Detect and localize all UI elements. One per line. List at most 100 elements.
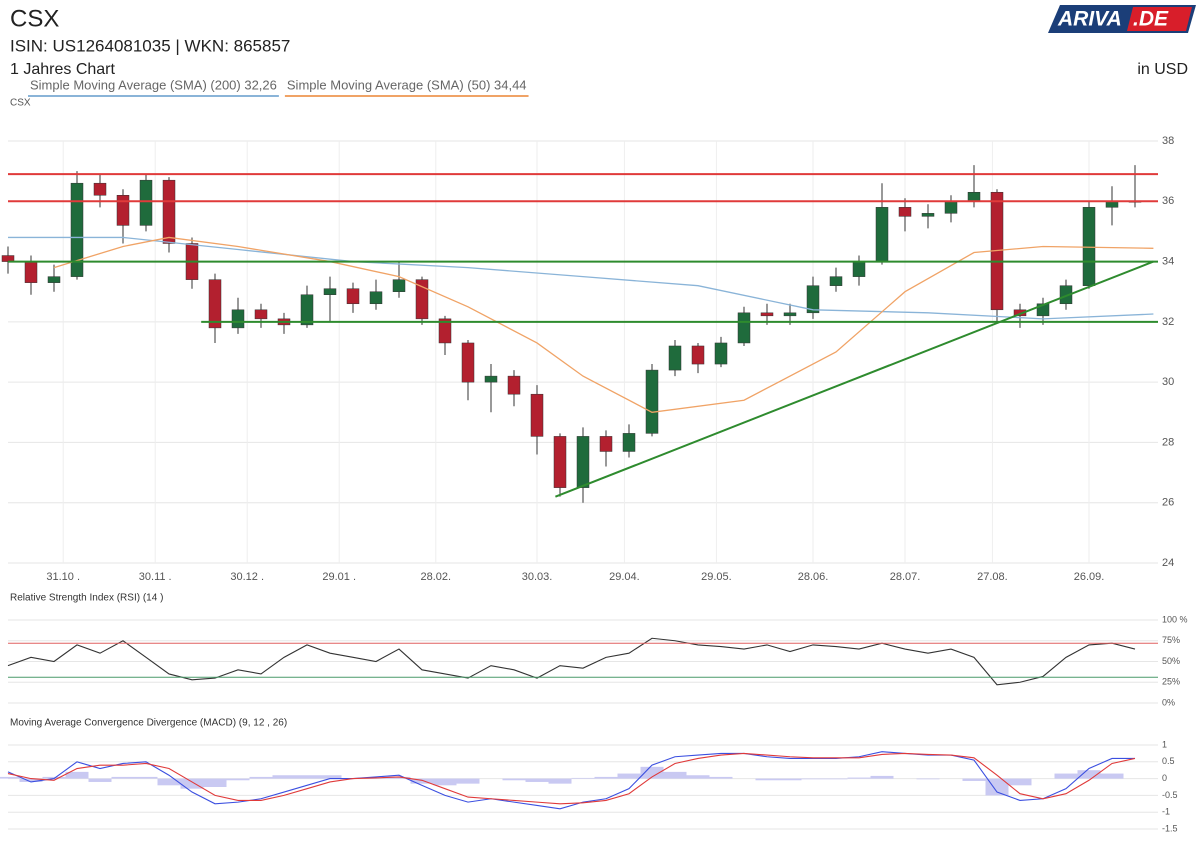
histogram-bar xyxy=(272,775,296,779)
histogram-bar xyxy=(387,776,411,779)
series-line xyxy=(7,752,1136,805)
histogram-bar xyxy=(916,778,940,780)
y-tick-label: 26 xyxy=(1162,497,1174,509)
histogram-bar xyxy=(157,778,181,786)
logo[interactable]: ARIVA .DE xyxy=(1048,5,1196,33)
candle-body xyxy=(668,345,682,371)
histogram-bar xyxy=(249,776,273,779)
histogram-bar xyxy=(594,776,618,779)
candle-body xyxy=(1082,207,1096,286)
candle-body xyxy=(944,201,958,214)
y-tick-label: 32 xyxy=(1162,316,1174,328)
candle-body xyxy=(484,375,498,383)
y-tick-label: 75% xyxy=(1162,635,1180,645)
histogram-bar xyxy=(19,778,43,782)
candle-body xyxy=(208,279,222,329)
chart-label: CSX xyxy=(10,98,31,109)
y-tick-label: -1 xyxy=(1162,807,1170,817)
histogram-bar xyxy=(640,766,664,779)
histogram-bar xyxy=(824,778,848,780)
candle-body xyxy=(438,318,452,344)
histogram-bar xyxy=(88,778,112,782)
histogram-bar xyxy=(962,778,986,781)
histogram-bar xyxy=(203,778,227,787)
x-tick-label: 28.06. xyxy=(798,571,829,583)
histogram-bar xyxy=(709,776,733,779)
candle-body xyxy=(162,179,176,244)
histogram-bar xyxy=(65,771,89,779)
x-tick-label: 30.11 . xyxy=(139,571,172,583)
y-tick-label: 24 xyxy=(1162,557,1174,569)
histogram-bar xyxy=(525,778,549,782)
legend-label: Simple Moving Average (SMA) (50) 34,44 xyxy=(287,77,527,92)
histogram-bar xyxy=(134,776,158,779)
candle-body xyxy=(806,285,820,314)
candle-body xyxy=(576,436,590,488)
histogram-bar xyxy=(548,778,572,784)
x-tick-label: 28.07. xyxy=(890,571,921,583)
period: 1 Jahres Chart xyxy=(10,61,115,78)
histogram-bar xyxy=(755,778,779,781)
candle-body xyxy=(967,191,981,202)
x-tick-label: 29.01 . xyxy=(322,571,356,583)
candle-body xyxy=(622,433,636,452)
histogram-bar xyxy=(571,777,595,779)
trend-line xyxy=(555,260,1154,498)
histogram-bar xyxy=(0,776,20,779)
candle-body xyxy=(70,182,84,277)
histogram-bar xyxy=(663,771,687,779)
y-tick-label: -1.5 xyxy=(1162,823,1178,833)
x-tick-label: 31.10 . xyxy=(46,571,80,583)
candle-body xyxy=(369,291,383,305)
candle-body xyxy=(254,309,268,320)
histogram-bar xyxy=(870,775,894,779)
candle-body xyxy=(93,182,107,196)
candle-body xyxy=(645,369,659,434)
candle-body xyxy=(921,213,935,217)
x-tick-label: 29.04. xyxy=(609,571,640,583)
title: CSX xyxy=(10,5,59,32)
x-tick-label: 28.02. xyxy=(421,571,452,583)
candle-body xyxy=(599,436,613,452)
candle-body xyxy=(300,294,314,326)
y-tick-label: 34 xyxy=(1162,255,1174,267)
legend-label: Simple Moving Average (SMA) (200) 32,26 xyxy=(30,77,277,92)
candle-body xyxy=(139,179,153,226)
candle-body xyxy=(691,345,705,365)
histogram-bar xyxy=(617,773,641,779)
panel-title: Moving Average Convergence Divergence (M… xyxy=(10,718,287,729)
candle-body xyxy=(1013,309,1027,317)
histogram-bar xyxy=(226,778,250,781)
panel-title: Relative Strength Index (RSI) (14 ) xyxy=(10,593,163,604)
candle-body xyxy=(323,288,337,295)
candle-body xyxy=(530,393,544,437)
y-tick-label: 100 % xyxy=(1162,614,1188,624)
histogram-bar xyxy=(847,777,871,779)
x-tick-label: 26.09. xyxy=(1074,571,1105,583)
currency: in USD xyxy=(1137,61,1188,78)
candle-body xyxy=(392,279,406,292)
y-tick-label: 0.5 xyxy=(1162,756,1175,766)
series-line xyxy=(8,236,1154,320)
histogram-bar xyxy=(1100,773,1124,779)
candle-body xyxy=(507,375,521,395)
candle-body xyxy=(231,309,245,329)
y-tick-label: 30 xyxy=(1162,376,1174,388)
histogram-bar xyxy=(502,778,526,781)
histogram-bar xyxy=(778,778,802,781)
y-tick-label: 36 xyxy=(1162,195,1174,207)
y-tick-label: -0.5 xyxy=(1162,790,1178,800)
candle-body xyxy=(875,207,889,262)
candle-body xyxy=(24,261,38,283)
histogram-bar xyxy=(456,778,480,784)
y-tick-label: 25% xyxy=(1162,677,1180,687)
candle-body xyxy=(898,207,912,217)
logo-accent xyxy=(1127,7,1192,31)
histogram-bar xyxy=(180,778,204,789)
y-tick-label: 0% xyxy=(1162,697,1175,707)
y-tick-label: 50% xyxy=(1162,656,1180,666)
logo-text: .DE xyxy=(1133,8,1169,31)
series-line xyxy=(53,236,1154,413)
histogram-bar xyxy=(295,775,319,779)
histogram-bar xyxy=(111,776,135,779)
